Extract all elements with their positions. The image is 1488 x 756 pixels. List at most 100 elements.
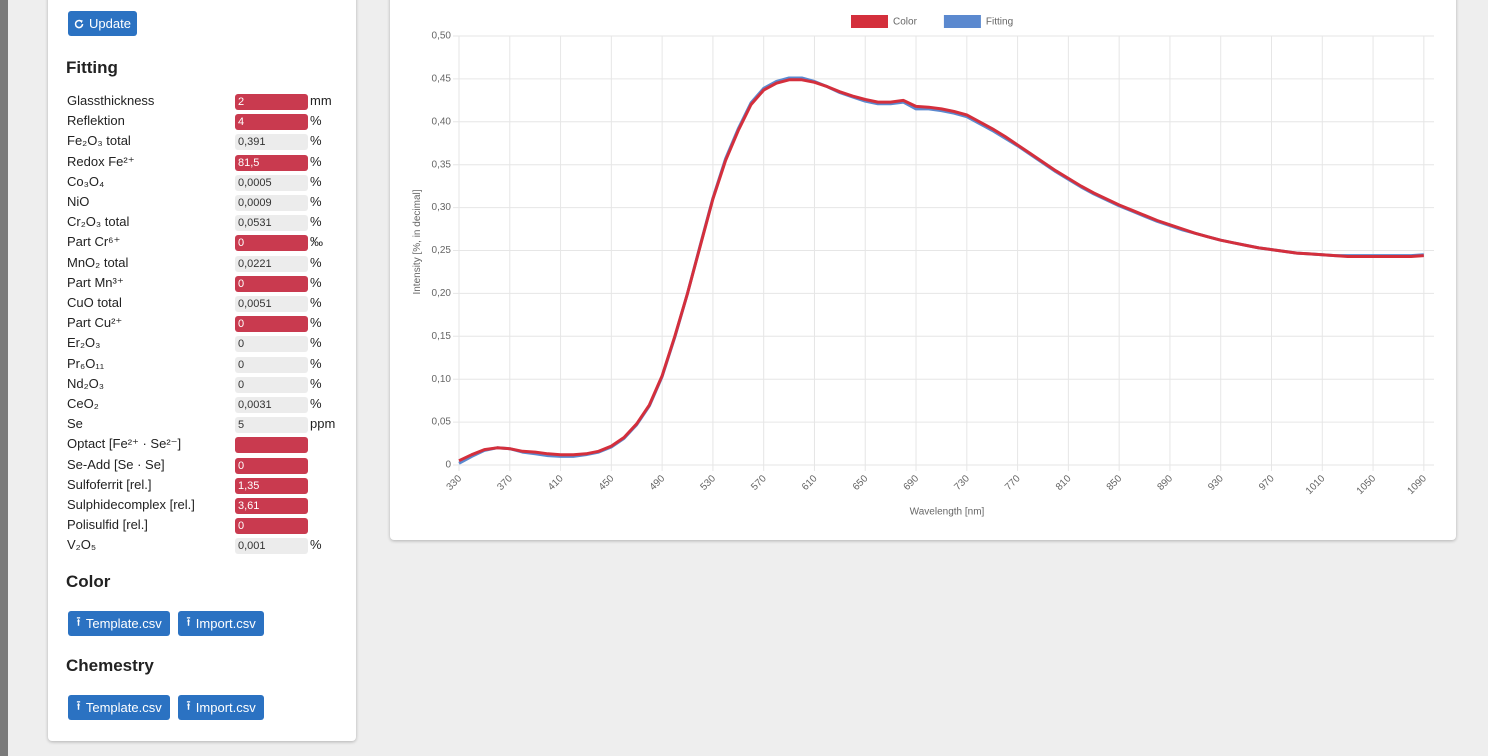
parameter-unit: % — [310, 537, 322, 553]
parameter-unit: % — [310, 194, 322, 209]
x-tick-label: 1010 — [1304, 473, 1328, 497]
parameter-input[interactable]: 0 — [235, 356, 308, 373]
upload-icon: ⭱ — [76, 613, 81, 629]
x-tick-label: 930 — [1206, 473, 1226, 493]
parameter-input[interactable]: 3,61 — [235, 498, 308, 514]
parameter-input[interactable]: 1,35 — [235, 477, 308, 494]
parameter-input[interactable]: 0 — [235, 336, 308, 353]
parameter-label: Optact [Fe²⁺ · Se²⁻] — [67, 436, 182, 452]
parameter-input[interactable]: 0,0009 — [235, 195, 308, 211]
template-button[interactable]: ⭱ Template.csv — [68, 611, 170, 636]
upload-icon: ⭱ — [186, 697, 191, 713]
section-title: Color — [66, 572, 111, 591]
legend-swatch[interactable] — [851, 15, 888, 28]
parameter-unit: % — [310, 375, 322, 391]
parameter-unit: ppm — [310, 416, 336, 432]
legend-label[interactable]: Color — [893, 17, 918, 28]
legend-swatch[interactable] — [943, 15, 981, 28]
parameter-input[interactable]: 0 — [235, 235, 308, 252]
parameter-unit: % — [310, 133, 322, 149]
x-tick-label: 650 — [851, 473, 871, 493]
parameter-label: Co₃O₄ — [67, 173, 105, 189]
import-button[interactable]: ⭱ Import.csv — [178, 611, 264, 636]
parameter-input[interactable]: 0 — [235, 376, 308, 393]
button-label: Import.csv — [195, 616, 256, 631]
parameter-input[interactable]: 0 — [235, 275, 308, 292]
y-tick-label: 0,15 — [432, 331, 452, 342]
button-label: Update — [89, 16, 131, 31]
upload-icon: ⭱ — [186, 613, 191, 629]
parameter-label: Er₂O₃ — [67, 335, 101, 351]
x-tick-label: 570 — [749, 473, 769, 493]
parameter-input[interactable]: 0 — [235, 518, 308, 535]
x-tick-label: 730 — [952, 473, 972, 493]
x-tick-label: 530 — [698, 473, 718, 493]
parameter-unit: % — [310, 113, 322, 129]
import-button[interactable]: ⭱ Import.csv — [178, 695, 264, 720]
x-tick-label: 610 — [800, 473, 820, 493]
x-tick-label: 850 — [1105, 473, 1125, 493]
y-tick-label: 0,20 — [432, 288, 452, 299]
x-tick-label: 810 — [1054, 473, 1074, 493]
parameter-unit: % — [310, 254, 322, 270]
parameter-unit: ‰ — [310, 234, 323, 250]
series-line — [458, 78, 1424, 463]
x-tick-label: 450 — [597, 473, 617, 493]
parameter-input[interactable]: 4 — [235, 114, 308, 131]
parameter-label: Part Cr⁶⁺ — [67, 234, 121, 250]
button-label: Template.csv — [85, 616, 162, 631]
button-label: Template.csv — [85, 700, 162, 715]
parameter-input[interactable]: 0,391 — [235, 134, 308, 151]
template-button[interactable]: ⭱ Template.csv — [68, 695, 170, 720]
parameter-label: MnO₂ total — [67, 254, 129, 270]
y-axis-title: Intensity [%, in decimal] — [412, 189, 423, 294]
parameter-input[interactable]: 0,0005 — [235, 174, 308, 191]
chart: Intensity [%, in decimal] Wavelength [nm… — [412, 15, 1434, 518]
section-title: Chemestry — [66, 656, 154, 675]
parameter-label: Glassthickness — [67, 93, 155, 108]
parameter-label: Cr₂O₃ total — [67, 214, 130, 230]
parameter-input[interactable]: 0,0221 — [235, 255, 308, 272]
y-tick-label: 0,45 — [432, 74, 452, 85]
update-button[interactable]: Update — [68, 11, 137, 36]
upload-icon: ⭱ — [76, 697, 81, 713]
parameter-label: Pr₆O₁₁ — [67, 355, 105, 371]
parameter-input[interactable] — [235, 437, 308, 454]
x-tick-label: 970 — [1257, 473, 1277, 493]
parameter-input[interactable]: 81,5 — [235, 154, 308, 171]
parameter-input[interactable]: 0 — [235, 457, 308, 474]
parameter-unit: % — [310, 274, 322, 290]
parameter-unit: % — [310, 173, 322, 189]
parameter-label: Fe₂O₃ total — [67, 133, 131, 149]
parameter-input[interactable]: 2 — [235, 94, 308, 110]
parameter-input[interactable]: 5 — [235, 417, 308, 434]
side-strip — [0, 0, 8, 756]
parameter-input[interactable]: 0,0031 — [235, 397, 308, 413]
y-tick-label: 0,30 — [432, 202, 452, 213]
legend-label[interactable]: Fitting — [986, 17, 1013, 28]
parameter-label: NiO — [67, 194, 90, 209]
parameter-label: CuO total — [67, 295, 122, 310]
parameter-unit: % — [310, 153, 322, 169]
x-tick-label: 770 — [1003, 473, 1023, 493]
chart-card — [390, 0, 1456, 540]
x-tick-label: 690 — [902, 473, 922, 493]
parameter-unit: % — [310, 396, 322, 411]
x-tick-label: 370 — [495, 473, 515, 493]
refresh-icon — [74, 19, 84, 28]
parameter-unit: % — [310, 315, 322, 331]
y-tick-label: 0,05 — [432, 417, 452, 428]
parameter-label: Sulfoferrit [rel.] — [67, 476, 152, 492]
parameter-unit: mm — [310, 93, 332, 108]
parameter-label: Se-Add [Se · Se] — [67, 456, 165, 472]
parameter-unit: % — [310, 335, 322, 351]
y-tick-label: 0,25 — [432, 245, 452, 256]
parameter-unit: % — [310, 214, 322, 230]
parameter-label: Reflektion — [67, 113, 125, 129]
parameter-input[interactable]: 0,001 — [235, 538, 308, 555]
parameter-input[interactable]: 0,0051 — [235, 296, 308, 312]
parameter-input[interactable]: 0,0531 — [235, 215, 308, 232]
y-tick-label: 0,35 — [432, 159, 452, 170]
parameter-input[interactable]: 0 — [235, 316, 308, 333]
